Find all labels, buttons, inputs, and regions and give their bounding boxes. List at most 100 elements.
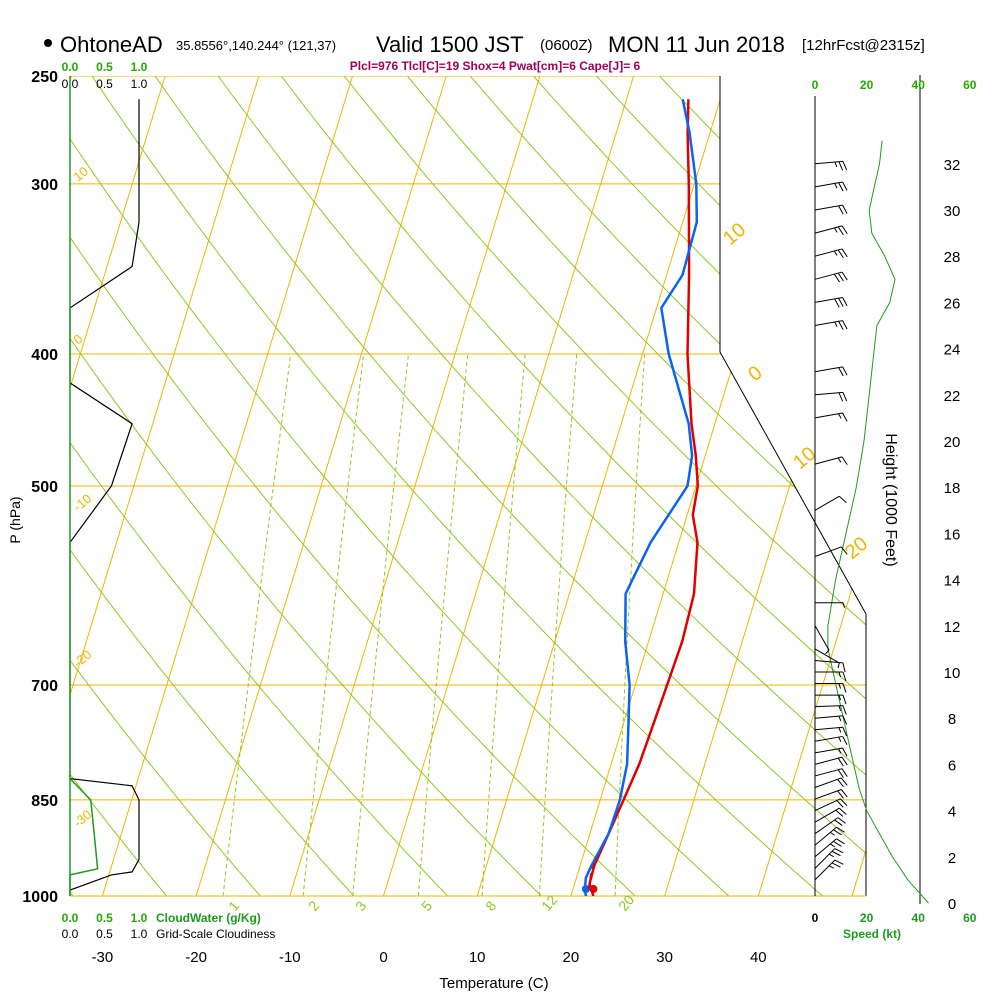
isotherm-label: 20 [841, 533, 872, 564]
wind-barb-staff [814, 546, 842, 557]
wind-barb [814, 648, 840, 669]
wind-barb-half-flag [830, 843, 835, 848]
wind-barb-flag [838, 182, 844, 192]
wind-barb-flag [841, 248, 848, 258]
wind-barb-flag [840, 789, 848, 798]
wind-barb-half-flag [828, 853, 834, 858]
wind-barb [814, 546, 848, 557]
wind-barb-flag [842, 747, 848, 757]
wind-barb-flag [842, 662, 846, 673]
wind-barb-flag [842, 671, 847, 682]
pressure-tick-label: 1000 [22, 889, 58, 906]
wind-barb-staff [814, 320, 843, 326]
wind-barb [814, 838, 845, 858]
wind-barb [814, 225, 848, 236]
dry-adiabat-350 [280, 76, 866, 896]
wind-barb-staff [814, 726, 843, 731]
wind-barb-flag [838, 161, 844, 171]
wind-barb-half-flag [825, 649, 830, 655]
wind-speed-top-tick-label: 40 [912, 78, 926, 92]
wind-barb-flag [834, 298, 840, 308]
parcel-line [587, 859, 598, 890]
cloudiness-top-tick-label: 0.5 [96, 77, 113, 91]
isotherm-label: 10 [789, 443, 820, 474]
wind-barb-half-flag [838, 715, 842, 722]
wind-barb-staff [814, 160, 843, 165]
wind-barb-flag [838, 807, 847, 815]
temperature-tick-label: -20 [185, 949, 207, 966]
wind-speed-top-tick-label: 0 [812, 78, 819, 92]
wind-barb [814, 747, 848, 757]
wind-barb-flag [837, 226, 844, 236]
plot-boundary [719, 76, 867, 896]
temperature-tick-label: 20 [563, 949, 580, 966]
cloudiness-top-tick-label: 1.0 [131, 77, 148, 91]
cloudwater-tick-label: 0.0 [62, 911, 79, 925]
mixing-ratio-label: 5 [418, 898, 435, 914]
height-tick-label: 22 [944, 388, 961, 405]
wind-barb-flag [836, 826, 845, 833]
wind-barb-staff [814, 648, 840, 664]
wind-barb-half-flag [838, 413, 842, 419]
pressure-tick-label: 250 [31, 69, 58, 86]
wind-barb-flag [842, 705, 847, 715]
wind-barb-half-flag [828, 865, 834, 869]
wind-barb-flag [834, 819, 843, 826]
wind-barb-flag [841, 271, 848, 281]
wind-barb [814, 366, 848, 377]
height-axis-title: Height (1000 Feet) [882, 433, 899, 566]
wind-barb [814, 826, 845, 846]
mixing-ratio-3 [352, 353, 409, 896]
wind-barb-flag [842, 715, 848, 725]
cloudwater-top-tick-label: 0.0 [62, 60, 79, 74]
wind-barb-staff [814, 225, 843, 234]
height-tick-label: 20 [944, 434, 961, 451]
isotherm-label: 10 [70, 164, 91, 185]
wind-barb [814, 735, 848, 746]
wind-barb [814, 412, 848, 422]
mixing-ratio-20 [614, 353, 646, 896]
wind-barb-half-flag [837, 662, 840, 669]
grid-clip [70, 76, 866, 896]
pressure-tick-label: 500 [31, 479, 58, 496]
pressure-tick-label: 400 [31, 347, 58, 364]
isotherm-label: -20 [70, 647, 94, 671]
height-tick-label: 6 [948, 757, 956, 774]
wind-barb-flag [838, 321, 844, 330]
wind-barb-half-flag [837, 457, 842, 463]
dewpoint-line [583, 98, 699, 896]
wind-barb-staff [814, 768, 843, 777]
wind-barb-flag [842, 727, 848, 737]
wind-barb-flag [834, 848, 844, 854]
isotherm-50 [851, 76, 866, 896]
wind-barb-flag [838, 297, 844, 307]
wind-speed-top-tick-label: 60 [963, 78, 977, 92]
wind-barb [814, 160, 848, 171]
dry-adiabat-340 [217, 76, 866, 896]
height-tick-label: 4 [948, 804, 956, 821]
wind-barb [814, 625, 830, 655]
dry-adiabat-320 [91, 76, 823, 896]
pressure-tick-label: 300 [31, 177, 58, 194]
dry-adiabat-280 [70, 76, 449, 896]
dry-adiabat-310 [70, 76, 730, 896]
wind-barb-flag [833, 840, 842, 847]
wind-barb-flag [841, 768, 848, 777]
wind-barb [814, 807, 847, 823]
temperature-tick-label: 40 [750, 949, 767, 966]
wind-speed-tick-label: 40 [912, 911, 926, 925]
y-axis-title: P (hPa) [7, 496, 23, 543]
wind-barb-flag [842, 161, 848, 171]
wind-barb-half-flag [838, 727, 842, 733]
temperature-tick-label: -30 [92, 949, 114, 966]
wind-barb [815, 683, 847, 693]
wind-barb-flag [837, 817, 846, 824]
wind-barb-staff [814, 747, 843, 754]
wind-barb-flag [836, 838, 845, 845]
wind-barb-flag [838, 367, 844, 377]
wind-barb-half-flag [838, 671, 841, 678]
wind-barb [814, 756, 848, 767]
isotherm--30 [101, 76, 353, 896]
wind-barb-staff [814, 181, 843, 188]
